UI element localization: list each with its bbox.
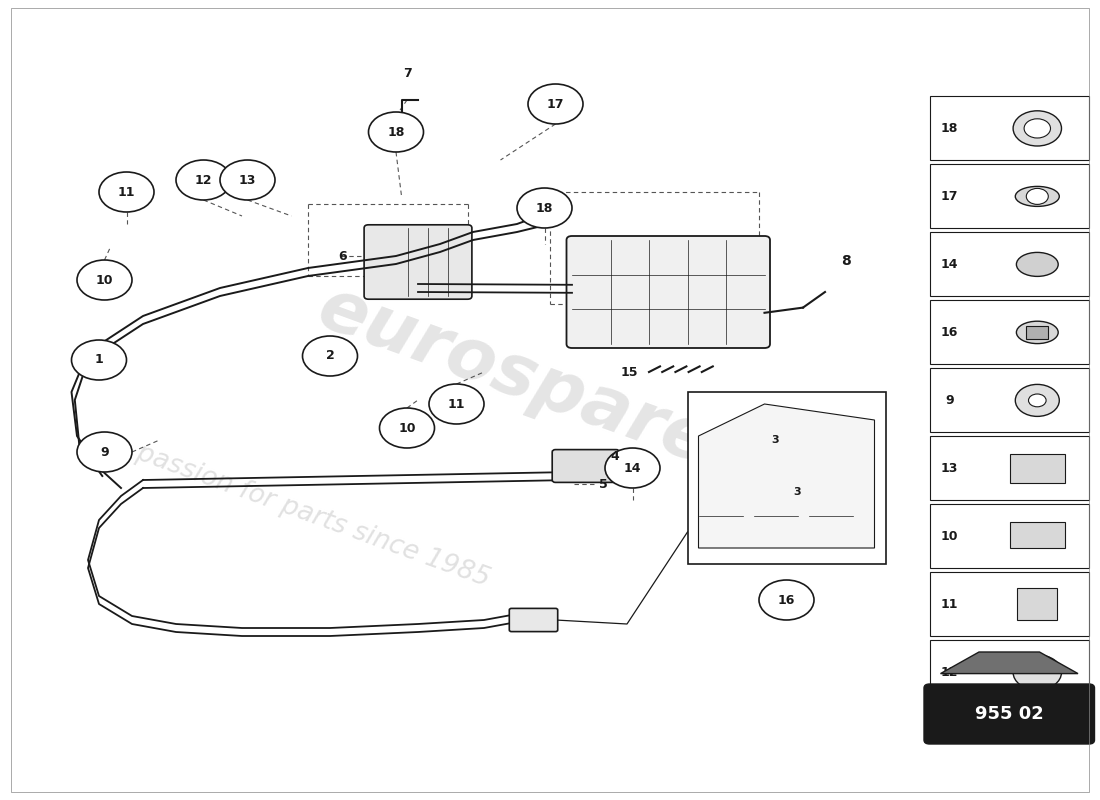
Bar <box>930 164 1089 228</box>
Text: 10: 10 <box>940 530 958 543</box>
Text: 5: 5 <box>600 478 608 490</box>
FancyBboxPatch shape <box>509 608 558 632</box>
Polygon shape <box>940 652 1078 674</box>
Text: 3: 3 <box>794 487 801 497</box>
Text: 11: 11 <box>448 398 465 410</box>
Text: 7: 7 <box>403 67 411 80</box>
Bar <box>930 640 1089 704</box>
Text: 15: 15 <box>620 366 638 378</box>
Ellipse shape <box>1015 186 1059 206</box>
Circle shape <box>1013 654 1062 690</box>
Circle shape <box>72 340 126 380</box>
Circle shape <box>379 408 434 448</box>
Text: 14: 14 <box>940 258 958 271</box>
Bar <box>930 436 1089 500</box>
Circle shape <box>368 112 424 152</box>
Polygon shape <box>1010 454 1065 482</box>
Text: 17: 17 <box>547 98 564 110</box>
Circle shape <box>302 336 358 376</box>
Text: 17: 17 <box>940 190 958 203</box>
Circle shape <box>220 160 275 200</box>
Circle shape <box>1026 188 1048 204</box>
Bar <box>930 504 1089 568</box>
Bar <box>1026 326 1048 339</box>
Bar <box>930 96 1089 160</box>
Text: 6: 6 <box>338 250 346 262</box>
Text: a passion for parts since 1985: a passion for parts since 1985 <box>110 432 493 592</box>
Text: 14: 14 <box>624 462 641 474</box>
Polygon shape <box>1010 522 1065 547</box>
FancyBboxPatch shape <box>924 684 1094 744</box>
Circle shape <box>1013 110 1062 146</box>
Circle shape <box>1024 118 1050 138</box>
Text: 9: 9 <box>945 394 954 407</box>
Text: 11: 11 <box>940 598 958 611</box>
Text: 16: 16 <box>778 594 795 606</box>
Circle shape <box>1015 384 1059 416</box>
Circle shape <box>176 160 231 200</box>
Polygon shape <box>698 404 874 548</box>
Text: 18: 18 <box>940 122 958 135</box>
Text: 955 02: 955 02 <box>975 705 1044 723</box>
Text: 1: 1 <box>95 354 103 366</box>
Circle shape <box>77 432 132 472</box>
Bar <box>930 368 1089 432</box>
Text: 18: 18 <box>536 202 553 214</box>
Text: 12: 12 <box>940 666 958 679</box>
Text: 13: 13 <box>239 174 256 186</box>
Circle shape <box>605 448 660 488</box>
Text: 4: 4 <box>610 450 619 462</box>
Circle shape <box>77 260 132 300</box>
Polygon shape <box>1018 589 1057 621</box>
Circle shape <box>759 580 814 620</box>
FancyBboxPatch shape <box>552 450 619 482</box>
Circle shape <box>1028 394 1046 406</box>
Text: 2: 2 <box>326 350 334 362</box>
Text: eurospares: eurospares <box>308 274 761 494</box>
Bar <box>930 300 1089 364</box>
Text: 8: 8 <box>842 254 851 268</box>
Text: 11: 11 <box>118 186 135 198</box>
FancyBboxPatch shape <box>566 236 770 348</box>
Bar <box>930 232 1089 296</box>
Text: 18: 18 <box>387 126 405 138</box>
Text: 12: 12 <box>195 174 212 186</box>
FancyBboxPatch shape <box>364 225 472 299</box>
Text: 16: 16 <box>940 326 958 339</box>
Circle shape <box>517 188 572 228</box>
Circle shape <box>99 172 154 212</box>
Text: 9: 9 <box>100 446 109 458</box>
Ellipse shape <box>1016 321 1058 344</box>
Text: 13: 13 <box>940 462 958 475</box>
Text: 10: 10 <box>96 274 113 286</box>
Circle shape <box>429 384 484 424</box>
Text: 10: 10 <box>398 422 416 434</box>
Bar <box>930 572 1089 636</box>
Bar <box>688 392 886 564</box>
Ellipse shape <box>1016 253 1058 276</box>
Text: 3: 3 <box>772 435 779 445</box>
Circle shape <box>528 84 583 124</box>
